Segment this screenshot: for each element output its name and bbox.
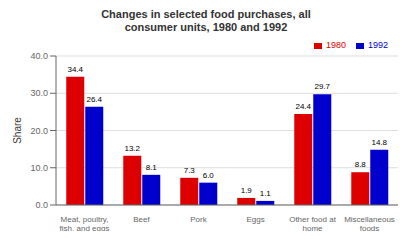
svg-text:8.8: 8.8 bbox=[355, 160, 367, 169]
svg-text:Share: Share bbox=[12, 117, 23, 144]
svg-text:13.2: 13.2 bbox=[124, 144, 140, 153]
svg-text:Pork: Pork bbox=[190, 215, 207, 224]
html-text:1992: 1992 bbox=[368, 40, 388, 50]
svg-text:Other food athome: Other food athome bbox=[289, 215, 336, 231]
svg-text:Eggs: Eggs bbox=[246, 215, 264, 224]
svg-text:34.4: 34.4 bbox=[67, 65, 83, 74]
svg-text:29.7: 29.7 bbox=[314, 82, 330, 91]
svg-text:30.0: 30.0 bbox=[30, 88, 48, 98]
svg-text:1.1: 1.1 bbox=[260, 189, 272, 198]
svg-text:6.0: 6.0 bbox=[203, 171, 215, 180]
svg-text:20.0: 20.0 bbox=[30, 126, 48, 136]
svg-text:1.9: 1.9 bbox=[241, 186, 253, 195]
html-text:consumer units, 1980 and 1992: consumer units, 1980 and 1992 bbox=[124, 21, 288, 33]
svg-text:26.4: 26.4 bbox=[86, 95, 102, 104]
html-text:Changes in selected food purch: Changes in selected food purchases, all bbox=[101, 8, 311, 20]
svg-text:24.4: 24.4 bbox=[295, 102, 311, 111]
svg-text:7.3: 7.3 bbox=[184, 166, 196, 175]
svg-text:40.0: 40.0 bbox=[30, 51, 48, 61]
svg-text:Beef: Beef bbox=[133, 215, 150, 224]
svg-text:14.8: 14.8 bbox=[371, 138, 387, 147]
html-text:1980: 1980 bbox=[325, 40, 346, 50]
svg-text:8.1: 8.1 bbox=[146, 163, 158, 172]
svg-text:Miscellaneousfoods: Miscellaneousfoods bbox=[344, 215, 395, 231]
svg-text:Meat, poultry,fish, and eggs: Meat, poultry,fish, and eggs bbox=[60, 215, 110, 231]
svg-text:0.0: 0.0 bbox=[35, 200, 48, 210]
svg-text:10.0: 10.0 bbox=[30, 163, 48, 173]
